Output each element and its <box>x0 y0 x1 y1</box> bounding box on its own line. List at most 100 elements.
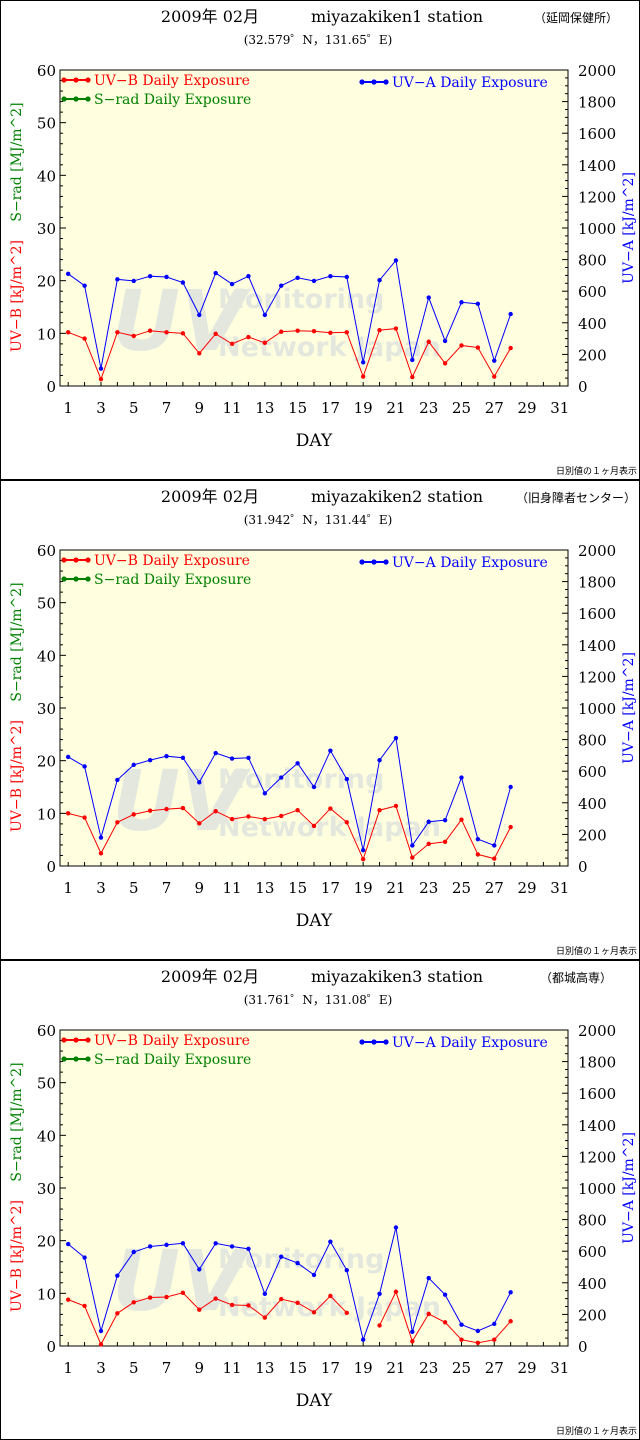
y-right-tick-label: 1200 <box>578 668 616 686</box>
x-tick-label: 13 <box>255 1359 274 1377</box>
uvb-data-point <box>213 1296 218 1301</box>
y-right-tick-label: 1800 <box>578 94 616 112</box>
uva-data-point <box>98 366 104 371</box>
x-tick-label: 17 <box>321 1359 340 1377</box>
uva-series-line <box>67 259 512 369</box>
y-left-tick-label: 60 <box>37 1022 56 1040</box>
y-left-tick-label: 50 <box>37 1075 56 1093</box>
uvb-data-point <box>164 1294 169 1300</box>
x-tick-label: 21 <box>386 1359 405 1377</box>
legend-uva: UV−A Daily Exposure <box>359 555 548 571</box>
uva-data-point <box>492 843 497 848</box>
uvb-data-point <box>328 330 333 336</box>
uva-data-point <box>115 777 120 783</box>
uva-data-point <box>131 1249 136 1255</box>
y-left-axis-label-srad: S−rad [MJ/m^2] <box>9 582 25 701</box>
uva-data-point <box>459 1322 464 1327</box>
chart-title-site: （延岡保健所） <box>534 11 618 25</box>
uvb-data-point <box>180 1290 186 1296</box>
x-tick-label: 9 <box>195 399 205 417</box>
uva-data-point <box>410 843 415 848</box>
uva-data-point <box>328 273 333 279</box>
chart-svg: 2009年 02月 miyazakiken2 station （旧身障者センター） (… <box>0 480 640 960</box>
uva-data-point <box>410 1329 415 1334</box>
legend-marker <box>61 96 67 102</box>
y-left-tick-label: 20 <box>37 753 56 771</box>
y-right-tick-label: 0 <box>578 378 588 396</box>
uva-data-point <box>147 1244 153 1249</box>
y-left-tick-label: 10 <box>37 325 56 343</box>
legend-marker <box>371 79 377 85</box>
uvb-data-point <box>82 336 87 341</box>
y-right-tick-label: 1400 <box>578 1117 616 1135</box>
legend-marker <box>359 1039 365 1045</box>
footnote: 日別値の１ヶ月表示 <box>556 1425 637 1437</box>
uva-data-point <box>131 278 136 284</box>
uva-data-point <box>426 819 431 824</box>
y-left-tick-label: 40 <box>37 1127 56 1145</box>
legend-marker <box>359 559 365 565</box>
watermark-uv: UV <box>112 272 251 370</box>
y-left-axis-label-srad: S−rad [MJ/m^2] <box>9 1062 25 1181</box>
uva-data-point <box>393 735 399 741</box>
legend-marker <box>73 77 79 83</box>
x-tick-label: 1 <box>63 399 73 417</box>
legend-label: UV−A Daily Exposure <box>392 1035 548 1051</box>
uvb-data-point <box>426 339 431 344</box>
y-left-tick-label: 50 <box>37 115 56 133</box>
x-tick-label: 27 <box>485 399 504 417</box>
uva-series-line <box>67 736 512 851</box>
y-right-tick-label: 2000 <box>578 1022 616 1040</box>
x-tick-label: 7 <box>162 1359 172 1377</box>
uva-series-line <box>67 1227 512 1342</box>
uvb-series-line <box>68 805 512 861</box>
y-left-tick-label: 40 <box>37 647 56 665</box>
uvb-data-point <box>459 1337 464 1342</box>
legend-uva: UV−A Daily Exposure <box>359 75 548 91</box>
x-tick-label: 13 <box>255 879 274 897</box>
legend-marker <box>85 1056 91 1062</box>
uvb-data-point <box>475 852 481 857</box>
uva-data-point <box>295 761 300 766</box>
legend-marker <box>85 557 91 563</box>
x-tick-label: 5 <box>129 399 139 417</box>
y-right-tick-label: 600 <box>578 283 607 301</box>
x-tick-label: 15 <box>288 879 307 897</box>
uvb-data-point <box>459 343 464 348</box>
uva-data-point <box>82 764 87 769</box>
chart-coordinates: (31.942゜N，131.44゜E) <box>244 513 393 527</box>
y-right-tick-label: 1000 <box>578 700 616 718</box>
chart-title-site: （旧身障者センター） <box>516 490 636 505</box>
uvb-data-point <box>492 856 497 861</box>
chart-title-station: miyazakiken1 station <box>311 7 483 26</box>
uvb-data-point <box>197 351 202 356</box>
legend-label: UV−A Daily Exposure <box>392 75 548 91</box>
watermark-line1: Monitoring <box>218 284 384 315</box>
uvb-data-point <box>508 1319 513 1324</box>
uva-data-point <box>229 1244 235 1249</box>
uva-data-point <box>246 273 251 279</box>
uva-data-point <box>115 277 120 282</box>
uvb-data-point <box>377 327 382 333</box>
uvb-data-point <box>328 1293 333 1299</box>
uvb-data-point <box>344 330 349 335</box>
x-tick-label: 31 <box>550 399 569 417</box>
uvb-data-point <box>262 340 268 346</box>
uvb-data-point <box>442 1320 448 1325</box>
uvb-data-point <box>393 803 399 809</box>
uva-data-point <box>475 301 481 307</box>
uvb-data-point <box>82 1303 87 1309</box>
uvb-data-point <box>328 806 333 811</box>
uva-data-point <box>295 275 300 280</box>
x-tick-label: 9 <box>195 1359 205 1377</box>
uva-data-point <box>360 360 366 365</box>
uvb-data-point <box>164 806 169 812</box>
legend-uva: UV−A Daily Exposure <box>359 1035 548 1051</box>
x-tick-label: 29 <box>517 879 536 897</box>
y-left-tick-label: 60 <box>37 542 56 560</box>
uva-data-point <box>65 271 71 277</box>
uvb-data-point <box>344 820 349 825</box>
legend-marker <box>359 79 365 85</box>
uva-data-point <box>442 338 448 344</box>
